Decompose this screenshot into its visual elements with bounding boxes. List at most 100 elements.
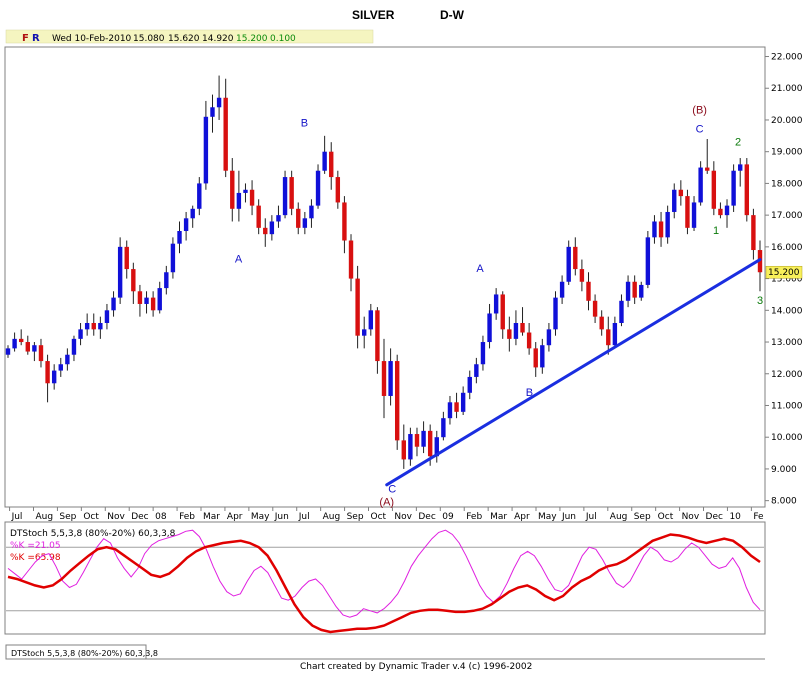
candle-body bbox=[474, 364, 479, 377]
candle-body bbox=[559, 281, 565, 298]
candle bbox=[137, 284, 143, 317]
candle bbox=[632, 275, 637, 304]
candle-body bbox=[579, 269, 585, 282]
candle-body bbox=[573, 246, 578, 270]
candle-body bbox=[164, 272, 169, 289]
candle-body bbox=[309, 205, 314, 219]
candle-body bbox=[493, 294, 499, 314]
candle-body bbox=[322, 151, 327, 171]
y-tick-label: 11.000 bbox=[771, 401, 803, 411]
candle bbox=[520, 307, 525, 336]
candle-body bbox=[183, 218, 189, 231]
candle-body bbox=[592, 300, 598, 317]
stoch-panel bbox=[4, 521, 766, 635]
x-tick-label: Feb bbox=[179, 512, 195, 522]
ohlc-info-bar: F R Wed 10-Feb-2010 15.080 15.620 14.920… bbox=[5, 29, 374, 44]
candle bbox=[744, 158, 750, 222]
wave-label: (B) bbox=[692, 105, 707, 117]
candle-body bbox=[487, 313, 492, 343]
candle bbox=[91, 313, 96, 336]
candle bbox=[282, 170, 288, 219]
last-price-label: 15.200 bbox=[768, 268, 800, 278]
candle bbox=[315, 164, 321, 209]
candle-body bbox=[32, 345, 37, 352]
wave-labels: ABC(A)ABC(B)123 bbox=[235, 105, 763, 509]
info-date: Wed 10-Feb-2010 bbox=[52, 34, 132, 44]
candle bbox=[718, 202, 723, 219]
candle-body bbox=[540, 345, 545, 368]
candle bbox=[546, 323, 552, 352]
y-tick-label: 20.000 bbox=[771, 116, 803, 126]
candle bbox=[573, 237, 578, 276]
candle-body bbox=[513, 323, 519, 339]
candle bbox=[559, 275, 565, 304]
y-tick-label: 17.000 bbox=[771, 211, 803, 221]
candle-body bbox=[507, 329, 512, 339]
candle bbox=[579, 259, 585, 292]
wave-label: B bbox=[301, 117, 308, 129]
candle bbox=[665, 205, 670, 244]
candle bbox=[104, 303, 110, 330]
candle-body bbox=[362, 329, 367, 336]
candle-body bbox=[533, 348, 538, 368]
y-tick-label: 9.000 bbox=[771, 465, 797, 475]
candle bbox=[619, 294, 624, 327]
candle bbox=[256, 199, 261, 235]
candle bbox=[329, 142, 334, 190]
candle bbox=[434, 430, 439, 463]
candle bbox=[625, 275, 631, 308]
candle bbox=[150, 291, 156, 317]
candle-body bbox=[117, 246, 123, 298]
candle-body bbox=[408, 434, 413, 460]
indicator-tab[interactable]: DTStoch 5,5,3,8 (80%-20%) 60,3,3,8 bbox=[5, 644, 158, 660]
candle-body bbox=[65, 354, 70, 365]
last-price-tag: 15.200 bbox=[765, 265, 803, 279]
candle bbox=[157, 281, 162, 314]
info-open: 15.080 bbox=[133, 34, 165, 44]
info-high: 15.620 bbox=[168, 34, 200, 44]
info-r: R bbox=[32, 33, 40, 44]
candle-body bbox=[625, 281, 631, 301]
candle-body bbox=[256, 205, 261, 228]
candle bbox=[51, 364, 57, 390]
candle bbox=[263, 218, 268, 247]
candle bbox=[71, 335, 77, 362]
candle bbox=[513, 310, 519, 346]
wave-label: (A) bbox=[379, 496, 394, 508]
candle bbox=[45, 354, 50, 403]
candle-body bbox=[223, 97, 228, 171]
candle bbox=[526, 323, 532, 355]
candle-body bbox=[698, 167, 703, 203]
y-tick-label: 12.000 bbox=[771, 370, 803, 380]
indicator-tab-label: DTStoch 5,5,3,8 (80%-20%) 60,3,3,8 bbox=[11, 649, 158, 658]
x-tick-label: Dec bbox=[418, 512, 435, 522]
wave-label: C bbox=[696, 124, 704, 136]
candle bbox=[38, 338, 44, 368]
candle-body bbox=[177, 231, 182, 244]
info-f: F bbox=[22, 33, 29, 44]
candle bbox=[592, 294, 598, 323]
candle bbox=[691, 196, 697, 231]
trendline bbox=[385, 258, 762, 487]
candle-body bbox=[480, 342, 486, 365]
candle-body bbox=[150, 297, 156, 311]
candle-body bbox=[606, 329, 611, 346]
candle bbox=[487, 303, 492, 349]
candle-body bbox=[738, 164, 743, 171]
x-tick-label: Aug bbox=[35, 512, 53, 522]
stoch-slow-line bbox=[7, 533, 761, 634]
candle bbox=[474, 357, 479, 384]
candle-body bbox=[388, 361, 393, 396]
candle bbox=[111, 291, 116, 317]
candle-body bbox=[157, 288, 162, 311]
candle-body bbox=[460, 392, 466, 412]
chart-title: SILVER bbox=[352, 8, 395, 22]
candle-body bbox=[705, 167, 710, 171]
candle bbox=[698, 161, 703, 206]
candle-body bbox=[553, 297, 558, 330]
candle bbox=[738, 158, 743, 187]
candle bbox=[645, 231, 651, 289]
candle-body bbox=[375, 310, 380, 362]
candle-body bbox=[751, 215, 756, 251]
candle bbox=[751, 208, 756, 260]
